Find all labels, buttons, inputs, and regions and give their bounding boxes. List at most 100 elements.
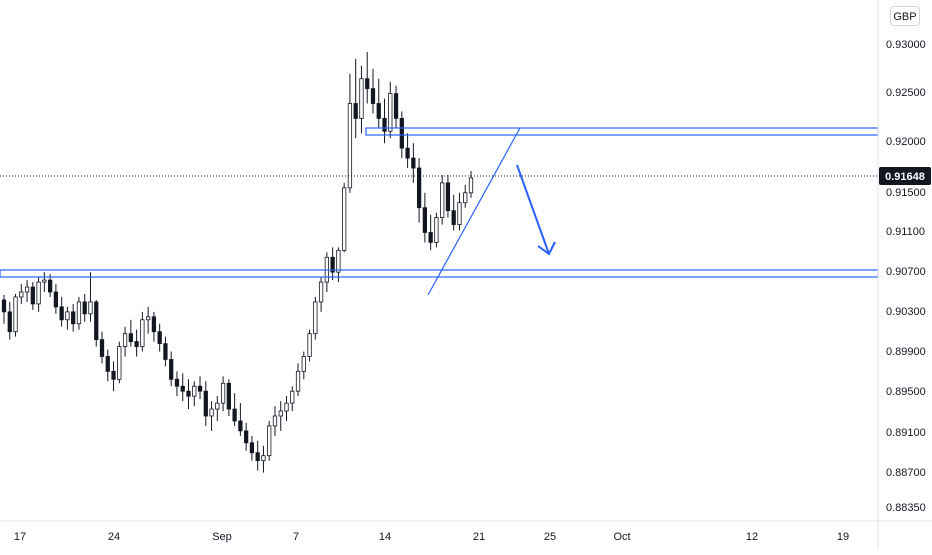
candle-body: [88, 301, 93, 315]
candle: [388, 81, 393, 139]
price-axis: 0.93000 0.92500 0.92000 0.91500 0.91100 0.907…: [886, 39, 926, 514]
price-tick-label: 0.92500: [886, 87, 926, 99]
candle-body: [169, 359, 174, 380]
candle-body: [53, 291, 59, 308]
candle: [267, 420, 272, 461]
candle-body: [42, 279, 47, 283]
candle: [7, 301, 12, 340]
candle-body: [422, 207, 428, 233]
candle-body: [76, 301, 82, 325]
arrow-shaft: [516, 164, 550, 255]
candle-body: [301, 356, 306, 372]
price-tick-label: 0.88700: [886, 467, 926, 479]
time-tick-label: 21: [473, 531, 485, 543]
candle: [272, 406, 278, 436]
candle: [122, 326, 128, 357]
candle: [197, 376, 203, 400]
candle: [261, 445, 266, 473]
candle: [174, 371, 180, 397]
candle-body: [13, 296, 18, 333]
candle: [94, 299, 99, 347]
candle: [128, 319, 133, 347]
candle: [105, 349, 110, 382]
candle-body: [105, 356, 110, 372]
time-tick-label: Oct: [613, 531, 630, 543]
candle: [117, 341, 122, 384]
candle: [434, 212, 439, 248]
candle: [88, 272, 93, 322]
candle-body: [370, 88, 376, 104]
candle: [365, 51, 370, 104]
candle-body: [151, 316, 157, 333]
candle: [428, 214, 433, 251]
candle-body: [284, 402, 289, 412]
time-tick-label: 7: [293, 531, 299, 543]
candle: [111, 361, 116, 392]
candle: [163, 336, 168, 367]
candle: [336, 247, 341, 283]
candle-body: [399, 118, 404, 149]
candle: [342, 182, 347, 253]
candle-body: [416, 167, 422, 209]
price-tick-label: 0.93000: [886, 39, 926, 51]
candle-body: [209, 408, 214, 417]
candle: [313, 296, 318, 340]
candle: [307, 329, 312, 362]
candle-body: [122, 333, 128, 347]
currency-button[interactable]: GBP: [890, 6, 920, 26]
candle-body: [376, 103, 381, 119]
candle: [169, 351, 174, 387]
drawings: [0, 127, 879, 296]
candle: [324, 252, 329, 292]
candle: [238, 403, 243, 436]
candle: [42, 272, 47, 292]
arrow-head: [537, 241, 556, 256]
candle: [226, 379, 231, 416]
candle-body: [232, 408, 237, 422]
candle: [47, 274, 53, 297]
candle-body: [82, 301, 87, 315]
candle-body: [255, 452, 260, 462]
candle-body: [180, 385, 185, 392]
candle-body: [428, 232, 433, 243]
candle: [157, 323, 162, 352]
candle-body: [197, 385, 203, 392]
time-tick-label: 24: [108, 531, 120, 543]
candle: [244, 422, 249, 451]
candles: [1, 51, 474, 473]
candle-body: [382, 118, 387, 132]
candle-body: [244, 430, 249, 444]
candle: [82, 293, 87, 322]
candle: [186, 379, 191, 410]
time-tick-label: 12: [746, 531, 758, 543]
candle: [24, 280, 30, 302]
price-tick-label: 0.92000: [886, 136, 926, 148]
candle: [30, 282, 35, 310]
candle: [71, 303, 76, 332]
candle: [405, 133, 410, 168]
candle-body: [318, 281, 324, 303]
candle: [220, 376, 226, 412]
candle-body: [468, 177, 474, 194]
candle: [76, 296, 82, 330]
candle: [53, 284, 59, 314]
candle: [457, 192, 462, 231]
time-tick-label: 25: [544, 531, 556, 543]
candle: [347, 73, 353, 193]
last-price-badge: 0.91648: [879, 167, 931, 185]
candle-body: [365, 78, 370, 90]
candle-body: [140, 319, 145, 347]
candle-body: [307, 333, 312, 357]
candle-body: [313, 301, 318, 335]
candle: [301, 351, 306, 380]
candle-body: [434, 217, 439, 243]
candle-body: [111, 370, 116, 380]
candle: [59, 296, 64, 327]
candle-body: [24, 286, 30, 293]
candle: [19, 284, 24, 304]
candle-body: [30, 286, 35, 305]
candle: [65, 306, 70, 330]
candle-body: [7, 311, 12, 333]
